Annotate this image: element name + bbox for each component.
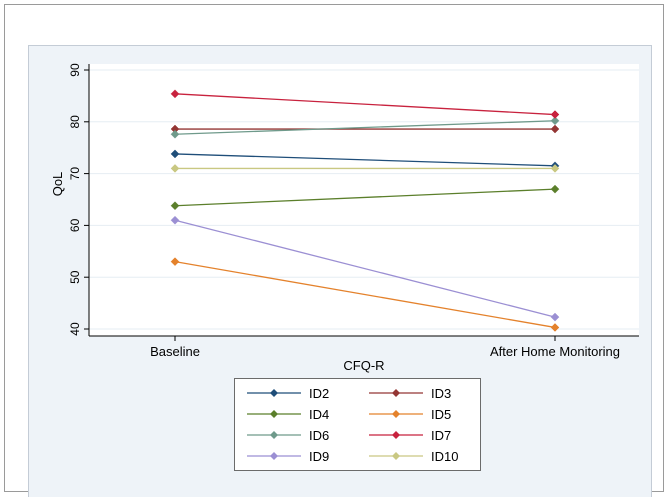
data-point-id10-1 [550, 164, 560, 173]
data-point-id9-1 [550, 312, 560, 322]
y-axis-label: QoL [50, 172, 65, 197]
plot-area [89, 64, 639, 336]
legend-swatch [247, 452, 301, 460]
legend-swatch [247, 389, 301, 397]
legend-item-id4: ID4 [247, 406, 329, 422]
y-tick-label: 40 [68, 322, 82, 336]
data-point-id5-0 [170, 257, 180, 267]
legend-label: ID4 [309, 406, 330, 422]
data-point-id7-1 [550, 110, 560, 119]
legend-item-id7: ID7 [369, 427, 451, 443]
data-point-id10-0 [170, 164, 180, 173]
x-axis-label: CFQ-R [343, 358, 384, 373]
series-lines [170, 89, 560, 332]
legend-label: ID6 [309, 427, 330, 443]
legend-label: ID10 [431, 448, 459, 464]
series-line-id4 [174, 188, 556, 207]
legend-label: ID3 [431, 385, 452, 401]
legend-item-id10: ID10 [369, 448, 458, 464]
legend-item-id2: ID2 [247, 385, 329, 401]
series-line-id9 [174, 219, 556, 318]
data-point-id4-1 [550, 184, 560, 194]
legend-label: ID9 [309, 448, 330, 464]
series-line-id6 [174, 120, 556, 135]
data-point-id3-1 [550, 124, 560, 134]
series-line-id2 [174, 153, 556, 167]
x-tick-label: After Home Monitoring [490, 344, 620, 359]
legend-swatch [369, 431, 423, 439]
series-line-id7 [174, 93, 556, 116]
legend-label: ID5 [431, 406, 452, 422]
legend-swatch [369, 389, 423, 397]
legend-item-id9: ID9 [247, 448, 329, 464]
y-tick-label: 90 [68, 63, 82, 77]
x-tick-label: Baseline [150, 344, 200, 359]
y-tick-label: 80 [68, 115, 82, 129]
series-line-id5 [174, 261, 556, 329]
legend-item-id3: ID3 [369, 385, 451, 401]
data-point-id5-1 [550, 323, 560, 332]
legend: ID2 ID3 ID4 ID5 ID6 ID7 ID9 ID10 [234, 378, 481, 471]
legend-label: ID2 [309, 385, 330, 401]
legend-swatch [247, 431, 301, 439]
y-axis-ticks: 40 50 60 70 80 90 [68, 63, 89, 336]
data-point-id7-0 [170, 89, 180, 99]
legend-swatch [369, 410, 423, 418]
y-tick-label: 50 [68, 270, 82, 284]
x-axis-ticks: Baseline After Home Monitoring [150, 336, 620, 359]
legend-swatch [369, 452, 423, 460]
data-point-id2-0 [170, 149, 180, 159]
gridlines [89, 69, 639, 330]
legend-label: ID7 [431, 427, 452, 443]
legend-item-id5: ID5 [369, 406, 451, 422]
data-point-id4-0 [170, 201, 180, 211]
data-point-id9-0 [170, 215, 180, 225]
y-tick-label: 70 [68, 167, 82, 181]
legend-swatch [247, 410, 301, 418]
data-point-id6-0 [170, 129, 180, 139]
legend-item-id6: ID6 [247, 427, 329, 443]
data-point-id6-1 [550, 116, 560, 126]
y-tick-label: 60 [68, 218, 82, 232]
